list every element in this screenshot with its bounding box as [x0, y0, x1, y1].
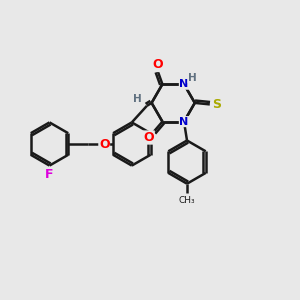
Text: H: H — [133, 94, 142, 104]
Text: CH₃: CH₃ — [179, 196, 195, 205]
Text: O: O — [153, 58, 163, 71]
Text: F: F — [45, 167, 54, 181]
Text: O: O — [144, 131, 154, 144]
Text: N: N — [179, 79, 189, 89]
Text: H: H — [188, 73, 197, 82]
Text: N: N — [179, 117, 189, 127]
Text: S: S — [212, 98, 221, 111]
Text: O: O — [99, 137, 110, 151]
